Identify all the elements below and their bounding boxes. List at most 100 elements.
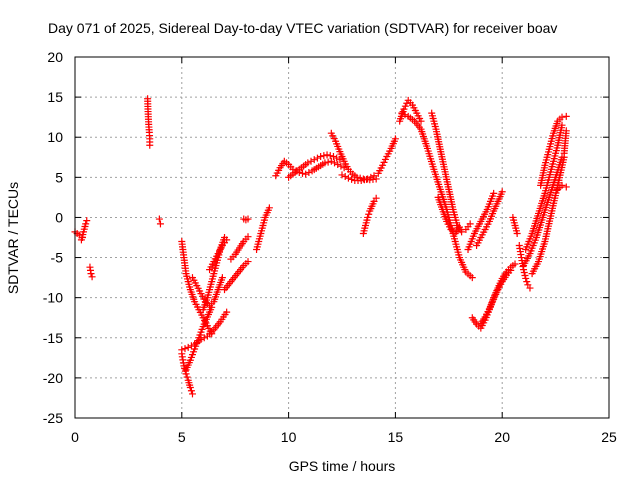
- data-point: [523, 278, 531, 286]
- data-point: [265, 204, 273, 212]
- series-s38: [560, 127, 570, 157]
- series-s17: [272, 157, 348, 180]
- series-s26: [434, 193, 463, 237]
- data-point: [455, 223, 463, 231]
- data-point: [507, 266, 515, 274]
- data-point: [558, 181, 566, 189]
- data-point: [490, 189, 498, 197]
- data-point: [344, 174, 352, 182]
- data-point: [310, 156, 318, 164]
- series-s20: [338, 171, 378, 185]
- data-point: [511, 260, 519, 268]
- data-point: [401, 102, 409, 110]
- series-s36: [537, 112, 570, 189]
- y-tick-label: 5: [55, 169, 63, 185]
- x-tick-label: 25: [601, 429, 617, 445]
- data-point: [379, 161, 387, 169]
- data-point: [372, 194, 380, 202]
- series-s4: [144, 95, 154, 149]
- series-s6: [178, 238, 216, 338]
- data-point: [83, 217, 91, 225]
- data-point: [324, 158, 332, 166]
- data-point: [146, 141, 154, 149]
- series-s9: [182, 303, 216, 374]
- data-point: [87, 270, 95, 278]
- series-s34: [522, 121, 566, 254]
- data-points: [71, 95, 570, 398]
- series-s15: [240, 215, 252, 224]
- y-tick-label: 15: [47, 89, 63, 105]
- x-tick-label: 5: [178, 429, 186, 445]
- x-tick-label: 10: [281, 429, 297, 445]
- data-point: [244, 215, 252, 223]
- data-point: [334, 160, 342, 168]
- y-tick-label: -15: [43, 330, 63, 346]
- data-point: [331, 159, 339, 167]
- x-tick-label: 20: [494, 429, 510, 445]
- data-point: [398, 109, 406, 117]
- data-point: [468, 274, 476, 282]
- data-point: [333, 154, 341, 162]
- data-point: [244, 258, 252, 266]
- data-point: [401, 111, 409, 119]
- data-point: [218, 274, 226, 282]
- data-point: [305, 169, 313, 177]
- data-point: [498, 188, 506, 196]
- data-point: [178, 346, 186, 354]
- series-s14: [227, 233, 252, 263]
- data-point: [360, 176, 368, 184]
- data-point: [323, 151, 331, 159]
- series-s35: [528, 153, 568, 278]
- data-point: [156, 220, 164, 228]
- data-point: [367, 173, 375, 181]
- data-point: [298, 169, 306, 177]
- x-tick-label: 15: [388, 429, 404, 445]
- data-point: [184, 343, 192, 351]
- data-point: [562, 112, 570, 120]
- data-point: [337, 162, 345, 170]
- data-point: [186, 384, 194, 392]
- series-s3: [86, 263, 96, 281]
- y-tick-label: 10: [47, 129, 63, 145]
- data-point: [417, 117, 425, 125]
- data-point: [520, 269, 528, 277]
- data-point: [338, 171, 346, 179]
- data-point: [381, 155, 389, 163]
- data-point: [302, 170, 310, 178]
- x-axis-label: GPS time / hours: [289, 458, 396, 474]
- y-tick-label: -5: [51, 250, 64, 266]
- data-point: [365, 210, 373, 218]
- data-point: [155, 215, 163, 223]
- data-point: [321, 159, 329, 167]
- series-s37: [554, 181, 570, 193]
- series-s7: [178, 350, 196, 398]
- plot-frame: [74, 56, 610, 419]
- series-s16: [253, 204, 273, 254]
- y-tick-label: -10: [43, 290, 63, 306]
- series-s30: [477, 266, 515, 327]
- data-point: [187, 387, 195, 395]
- series-s21: [359, 194, 380, 237]
- data-point: [307, 157, 315, 165]
- data-point: [521, 271, 529, 279]
- data-point: [88, 273, 96, 281]
- series-s22: [374, 135, 399, 177]
- series-s31: [509, 213, 521, 237]
- data-point: [317, 152, 325, 160]
- data-point: [244, 233, 252, 241]
- data-point: [562, 127, 570, 135]
- series-s28: [473, 188, 506, 250]
- series-s24: [398, 109, 476, 282]
- series-s27: [464, 189, 498, 254]
- data-point: [304, 159, 312, 167]
- data-point: [181, 345, 189, 353]
- series-s5: [155, 215, 164, 228]
- data-point: [466, 220, 474, 228]
- data-point: [223, 236, 231, 244]
- y-tick-label: 0: [55, 209, 63, 225]
- chart-title: Day 071 of 2025, Sidereal Day-to-day VTE…: [48, 20, 557, 36]
- series-s10: [188, 274, 226, 310]
- y-tick-label: 20: [47, 49, 63, 65]
- series-s25: [428, 109, 474, 236]
